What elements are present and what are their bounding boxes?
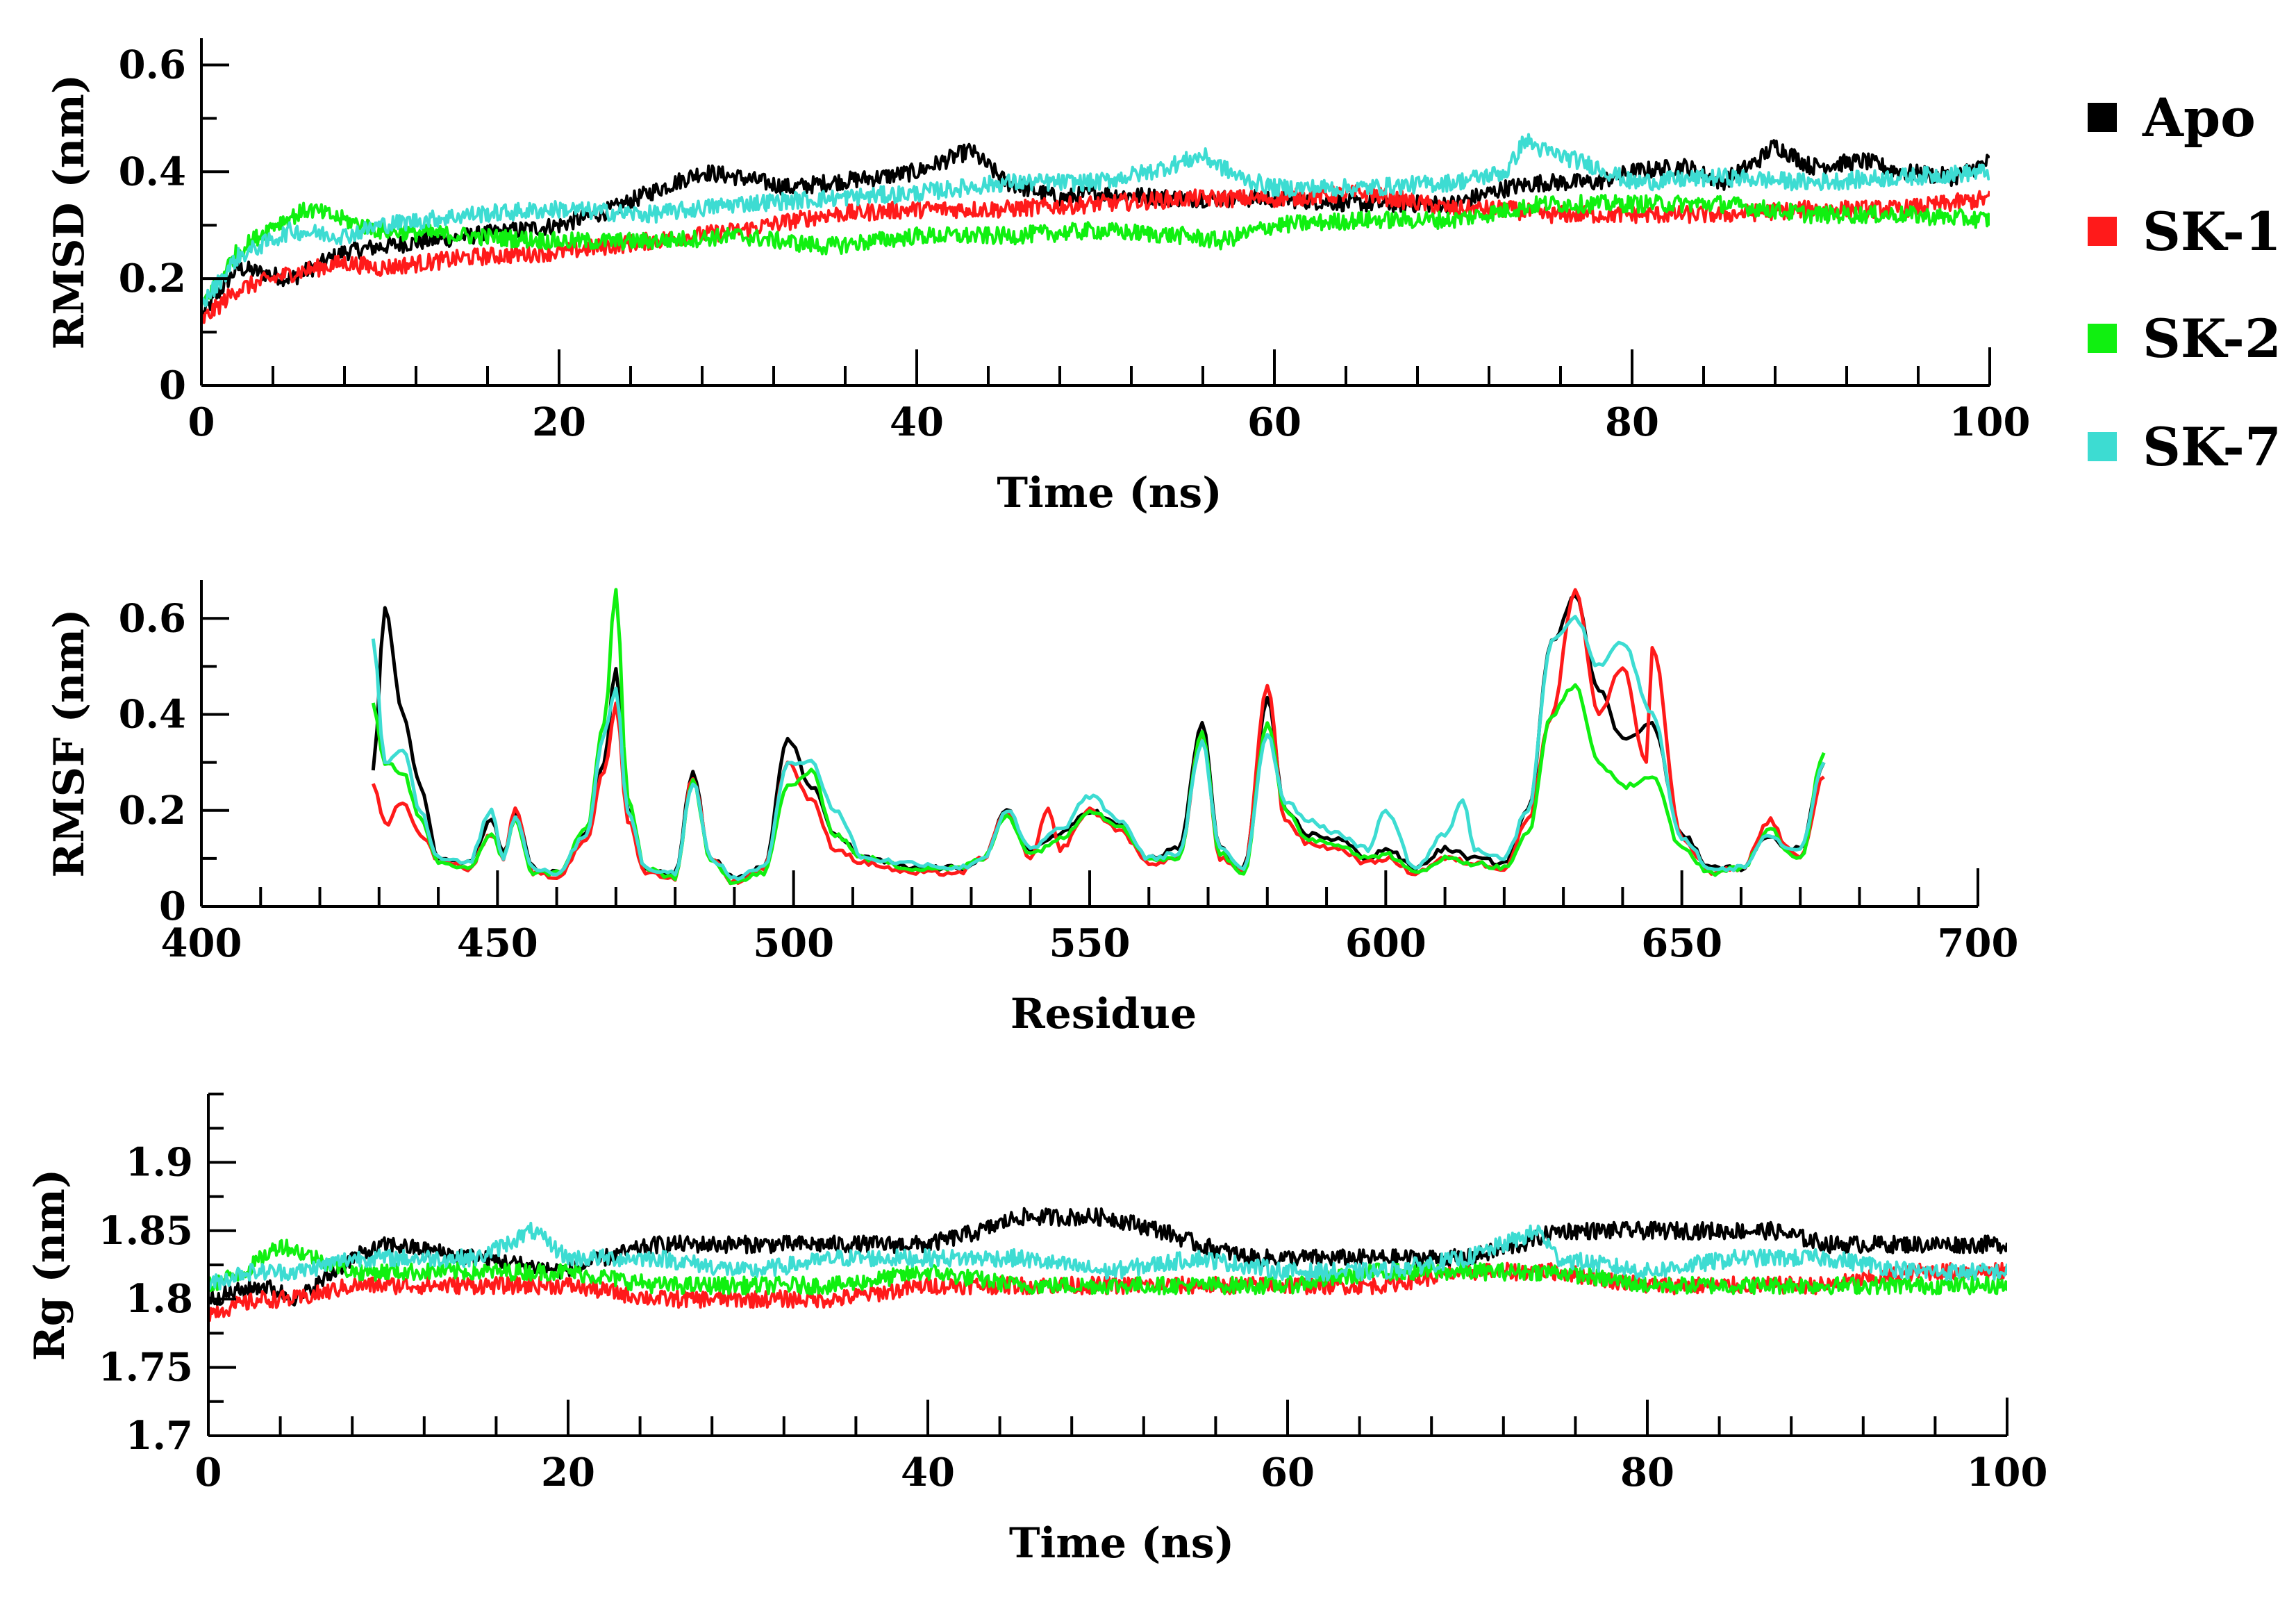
x-tick-label: 700 xyxy=(1938,920,2019,966)
x-tick-label: 40 xyxy=(890,399,944,445)
legend-item-sk-1: SK-1 xyxy=(2088,201,2281,263)
legend-item-apo: Apo xyxy=(2088,87,2256,149)
x-tick-label: 80 xyxy=(1620,1450,1674,1496)
series-line-sk-7 xyxy=(208,1221,2007,1291)
y-tick-label: 0.4 xyxy=(119,149,186,194)
x-tick-label: 550 xyxy=(1049,920,1131,966)
x-tick-label: 20 xyxy=(541,1450,595,1496)
y-tick-label: 1.8 xyxy=(126,1276,193,1322)
legend-item-sk-7: SK-7 xyxy=(2088,416,2281,478)
legend-swatch-sk-1 xyxy=(2088,217,2117,246)
legend-label-apo: Apo xyxy=(2142,87,2256,149)
y-tick-label: 1.85 xyxy=(99,1208,193,1254)
chart-panel-3: 0 20 40 60 80 100 1.7 1.75 1.8 1.85 1.9 Time (ns) Rg… xyxy=(26,1093,2048,1568)
y-tick-label: 1.9 xyxy=(126,1139,193,1185)
chart-panel-1: 0 20 40 60 80 100 0 0.2 0.4 0.6 Time (ns) RMSD (nm) xyxy=(45,38,2030,517)
legend-swatch-apo xyxy=(2088,103,2117,132)
y-tick-label: 0.2 xyxy=(119,256,186,301)
x-tick-label: 400 xyxy=(161,920,242,966)
y-axis-title: RMSF (nm) xyxy=(45,609,94,878)
series-group xyxy=(208,1207,2007,1323)
x-tick-label: 500 xyxy=(753,920,834,966)
y-tick-label: 1.75 xyxy=(99,1345,193,1391)
y-tick-label: 0.6 xyxy=(119,42,186,88)
series-group xyxy=(201,133,1990,324)
legend-swatch-sk-2 xyxy=(2088,324,2117,353)
y-tick-label: 0.6 xyxy=(119,595,186,641)
x-tick-label: 0 xyxy=(195,1450,222,1496)
x-axis-title: Time (ns) xyxy=(1009,1519,1234,1568)
legend: Apo SK-1 SK-2 SK-7 xyxy=(2088,87,2281,478)
x-tick-label: 100 xyxy=(1949,399,2031,445)
x-tick-label: 60 xyxy=(1247,399,1301,445)
legend-label-sk-1: SK-1 xyxy=(2143,201,2281,263)
x-axis-title: Time (ns) xyxy=(997,469,1222,517)
x-tick-label: 650 xyxy=(1641,920,1722,966)
x-axis-title: Residue xyxy=(1010,990,1197,1038)
x-tick-label: 0 xyxy=(188,399,215,445)
y-tick-label: 0.2 xyxy=(119,788,186,834)
x-tick-label: 600 xyxy=(1345,920,1426,966)
y-tick-label: 0 xyxy=(159,363,186,408)
chart-panel-2: 400 450 500 550 600 650 700 0 0.2 0.4 0.6 Residue RM… xyxy=(45,580,2018,1038)
series-line-sk-2 xyxy=(201,194,1990,306)
x-tick-label: 450 xyxy=(457,920,538,966)
series-line-sk-7 xyxy=(201,133,1990,308)
legend-item-sk-2: SK-2 xyxy=(2088,308,2281,370)
series-line-sk-2 xyxy=(208,1238,2007,1295)
series-line-sk-7 xyxy=(371,615,1826,881)
y-tick-label: 0 xyxy=(159,884,186,929)
legend-swatch-sk-7 xyxy=(2088,432,2117,461)
legend-label-sk-7: SK-7 xyxy=(2143,416,2281,478)
y-axis-title: Rg (nm) xyxy=(26,1169,74,1361)
y-axis-title: RMSD (nm) xyxy=(45,74,94,349)
x-tick-label: 20 xyxy=(532,399,586,445)
x-tick-label: 60 xyxy=(1261,1450,1315,1496)
x-tick-label: 100 xyxy=(1967,1450,2048,1496)
legend-label-sk-2: SK-2 xyxy=(2143,308,2281,370)
chart-panels: 0 20 40 60 80 100 0 0.2 0.4 0.6 Time (ns) RMSD (nm)… xyxy=(26,38,2047,1568)
y-tick-label: 0.4 xyxy=(119,692,186,738)
x-tick-label: 80 xyxy=(1605,399,1659,445)
series-group xyxy=(371,588,1826,886)
series-line-sk-2 xyxy=(371,588,1826,886)
y-tick-label: 1.7 xyxy=(126,1413,193,1459)
x-tick-label: 40 xyxy=(901,1450,955,1496)
